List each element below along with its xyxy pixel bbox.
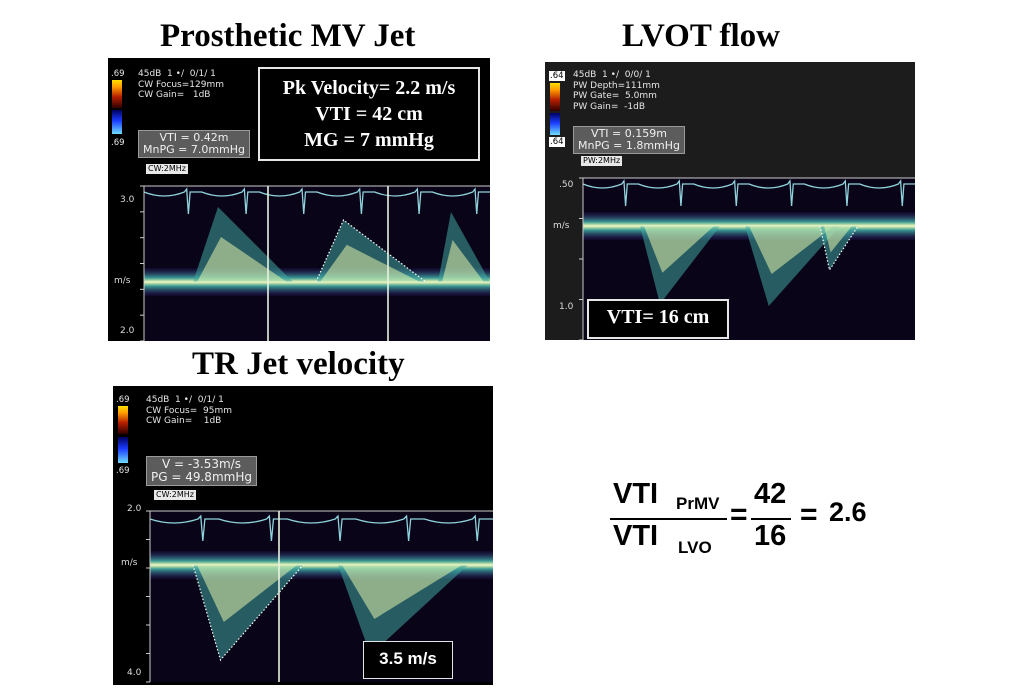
color-scale-cool [118,437,128,463]
callout-text: 3.5 m/s [379,649,437,668]
doppler-spectrum [140,185,490,341]
panel-prosthetic-mv: .69 .69 45dB 1 •/ 0/1/ 1 CW Focus=129mm CW G… [108,58,490,341]
settings-line: CW Gain= 1dB [146,416,222,426]
ecg-trace [143,187,490,215]
measurement-box: VTI = 0.42m MnPG = 7.0mmHg [138,130,251,158]
equals-sign: = [730,498,748,531]
panel-tr-jet: .69 .69 45dB 1 •/ 0/1/ 1 CW Focus= 95mm CW G… [113,386,493,685]
settings-line: PW Depth=111mm [573,80,660,91]
measurement-callout: Pk Velocity= 2.2 m/s VTI = 42 cm MG = 7 mm… [258,67,480,161]
axis-label-unit: m/s [121,558,138,568]
settings-line: CW Focus= 95mm [146,405,232,416]
axis-label-bottom: 2.0 [120,326,135,336]
velocity-scale-top: .69 [116,395,130,405]
velocity-callout: 3.5 m/s [363,641,453,679]
vti-trace [315,219,427,283]
fraction-bar-left [610,518,727,520]
settings-line: PW Gain= -1dB [573,101,646,112]
flow-envelope-core [197,565,297,622]
title-prosthetic-mv: Prosthetic MV Jet [160,18,416,54]
callout-text: VTI= 16 cm [606,306,710,328]
numerator-subscript: PrMV [676,494,720,513]
color-scale-warm [118,406,128,434]
velocity-scale-bottom: .69 [116,466,130,476]
mode-label: PW:2MHz [581,156,623,166]
axis-label-unit: m/s [553,221,570,231]
axis-label-top: .50 [559,180,574,190]
vti-callout: VTI= 16 cm [587,299,729,339]
settings-text: 45dB 1 •/ 0/0/ 1 PW Depth=111mm PW Gate= 5… [573,70,660,112]
measurement-box: VTI = 0.159m MnPG = 1.8mmHg [573,126,686,154]
measurement-line: PG = 49.8mmHg [151,470,252,484]
settings-line: 45dB 1 •/ 0/1/ 1 [146,395,224,405]
measurement-line: MnPG = 7.0mmHg [143,143,246,156]
settings-text: 45dB 1 •/ 0/1/ 1 CW Focus= 95mm CW Gain= 1… [146,395,232,427]
measurement-line: VTI = 0.42m [159,131,229,144]
measurement-line: V = -3.53m/s [162,457,241,471]
mode-label: CW:2MHz [154,490,196,500]
callout-line-pk-velocity: Pk Velocity= 2.2 m/s [282,77,456,99]
vti-trace [192,564,304,662]
flow-envelope-core [197,237,287,282]
velocity-scale-bottom: .64 [549,137,565,147]
flow-envelope-core [749,226,834,274]
fraction-bar-right [751,518,791,520]
color-scale-cool [550,113,560,135]
velocity-scale-top: .69 [111,69,125,79]
ecg-trace [149,514,493,542]
settings-line: CW Focus=129mm [138,79,225,90]
doppler-spectrum [146,510,493,683]
velocity-scale-bottom: .69 [111,138,125,148]
denominator-subscript: LVO [678,538,712,557]
color-scale-cool [112,110,122,134]
settings-line: CW Gain= 1dB [138,90,211,100]
settings-line: 45dB 1 •/ 0/1/ 1 [138,69,216,79]
flow-envelope-core [644,226,714,273]
color-scale-warm [112,80,122,108]
axis-label-bottom: 1.0 [559,302,574,312]
velocity-scale-top: .64 [549,71,565,81]
axis-label-top: 3.0 [120,195,135,205]
measurement-line: VTI = 0.159m [591,127,667,140]
axis-label-bottom: 4.0 [127,668,142,678]
color-scale-warm [550,83,560,111]
spectral-background [144,186,490,341]
vti-trace [819,225,859,272]
callout-line-vti: VTI = 42 cm [315,103,423,125]
mode-label: CW:2MHz [146,164,188,174]
denominator-value: 16 [754,520,787,552]
settings-line: 45dB 1 •/ 0/0/ 1 [573,70,651,80]
doppler-spectrum [579,177,915,340]
ecg-trace [582,179,915,207]
numerator-value: 42 [754,478,787,510]
denominator-label: VTI [613,520,659,552]
title-tr-jet: TR Jet velocity [192,346,405,382]
ratio-result: 2.6 [829,497,867,527]
vti-ratio-formula: VTI PrMV VTI LVO = 42 16 = 2.6 [608,478,908,558]
settings-text: 45dB 1 •/ 0/1/ 1 CW Focus=129mm CW Gain= 1… [138,69,224,101]
equals-sign-2: = [800,498,818,531]
callout-line-mg: MG = 7 mmHg [304,129,434,151]
axis-label-top: 2.0 [127,504,142,514]
flow-envelope-core [320,244,420,282]
measurement-box: V = -3.53m/s PG = 49.8mmHg [146,456,257,486]
flow-envelope-core [442,240,484,282]
axis-label-unit: m/s [114,276,131,286]
flow-envelope-core [824,226,852,253]
numerator-label: VTI [613,478,659,510]
flow-envelope-core [342,565,462,619]
measurement-line: MnPG = 1.8mmHg [578,139,681,152]
title-lvot: LVOT flow [622,18,780,54]
settings-line: PW Gate= 5.0mm [573,91,657,101]
panel-lvot: .64.64 45dB 1 •/ 0/0/ 1 PW Depth=111mm PW G… [545,62,915,340]
